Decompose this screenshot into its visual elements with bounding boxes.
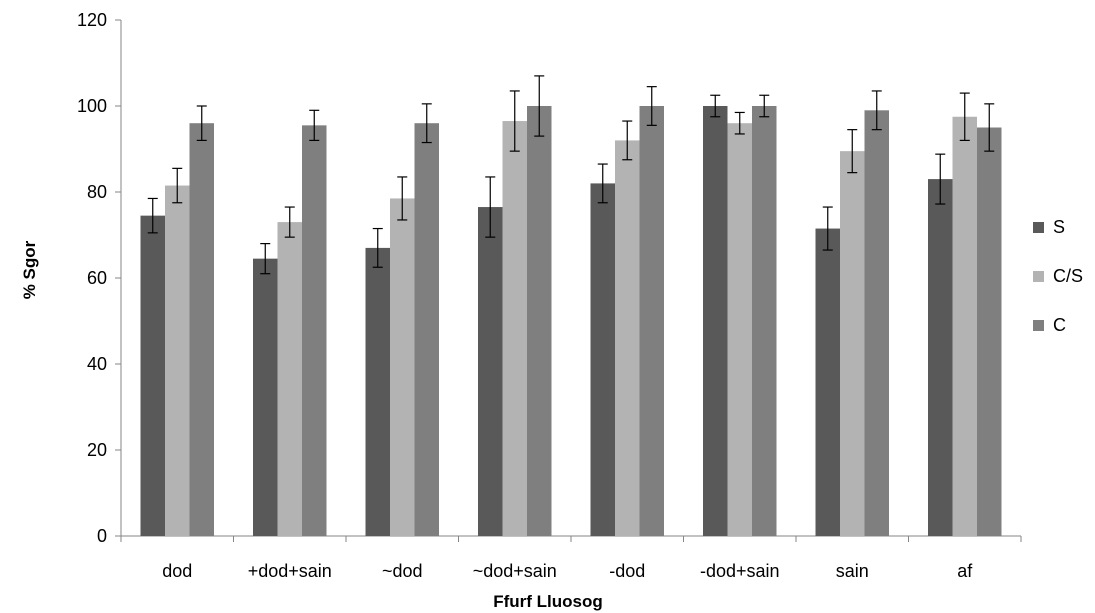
bar (752, 106, 777, 536)
bar (253, 258, 278, 536)
bar (140, 215, 165, 536)
bar (165, 185, 190, 537)
legend-label: C (1053, 315, 1066, 335)
x-tick-label: -dod+sain (700, 561, 780, 581)
x-tick-label: af (957, 561, 973, 581)
legend-swatch (1033, 271, 1044, 282)
legend: S C/S C (1033, 217, 1083, 335)
bar (815, 228, 840, 537)
bar (864, 110, 889, 537)
bar (928, 179, 953, 536)
bar (302, 125, 327, 536)
y-tick-label: 120 (77, 10, 107, 30)
x-tick-label: -dod (609, 561, 645, 581)
plot-area: 0 20 40 60 80 100 120 dod +dod+sain ~dod ~dod+sain… (77, 10, 1022, 581)
x-tick-label: +dod+sain (248, 561, 332, 581)
bar (639, 106, 664, 536)
y-tick-label: 0 (97, 526, 107, 546)
x-tick-label: ~dod+sain (473, 561, 557, 581)
y-tick-label: 40 (87, 354, 107, 374)
bar (727, 123, 752, 536)
bar (527, 106, 552, 536)
bar (590, 183, 615, 536)
x-tick-label: ~dod (382, 561, 423, 581)
y-axis-title: % Sgor (20, 240, 39, 299)
y-tick-label: 100 (77, 96, 107, 116)
legend-swatch (1033, 320, 1044, 331)
x-tick-label: sain (836, 561, 869, 581)
legend-label: S (1053, 217, 1065, 237)
legend-swatch (1033, 222, 1044, 233)
bar (277, 222, 302, 536)
y-tick-label: 80 (87, 182, 107, 202)
bar (414, 123, 439, 536)
x-tick-label: dod (162, 561, 192, 581)
x-axis-title: Ffurf Lluosog (493, 592, 603, 611)
bar (502, 121, 527, 537)
bar (189, 123, 214, 536)
bar (952, 116, 977, 536)
bar (615, 140, 640, 536)
bar (977, 127, 1002, 536)
y-tick-label: 60 (87, 268, 107, 288)
legend-label: C/S (1053, 266, 1083, 286)
bar (478, 207, 503, 537)
bar (703, 106, 728, 536)
bar (365, 247, 390, 536)
bar (840, 151, 865, 536)
bar (390, 198, 415, 536)
y-tick-label: 20 (87, 440, 107, 460)
